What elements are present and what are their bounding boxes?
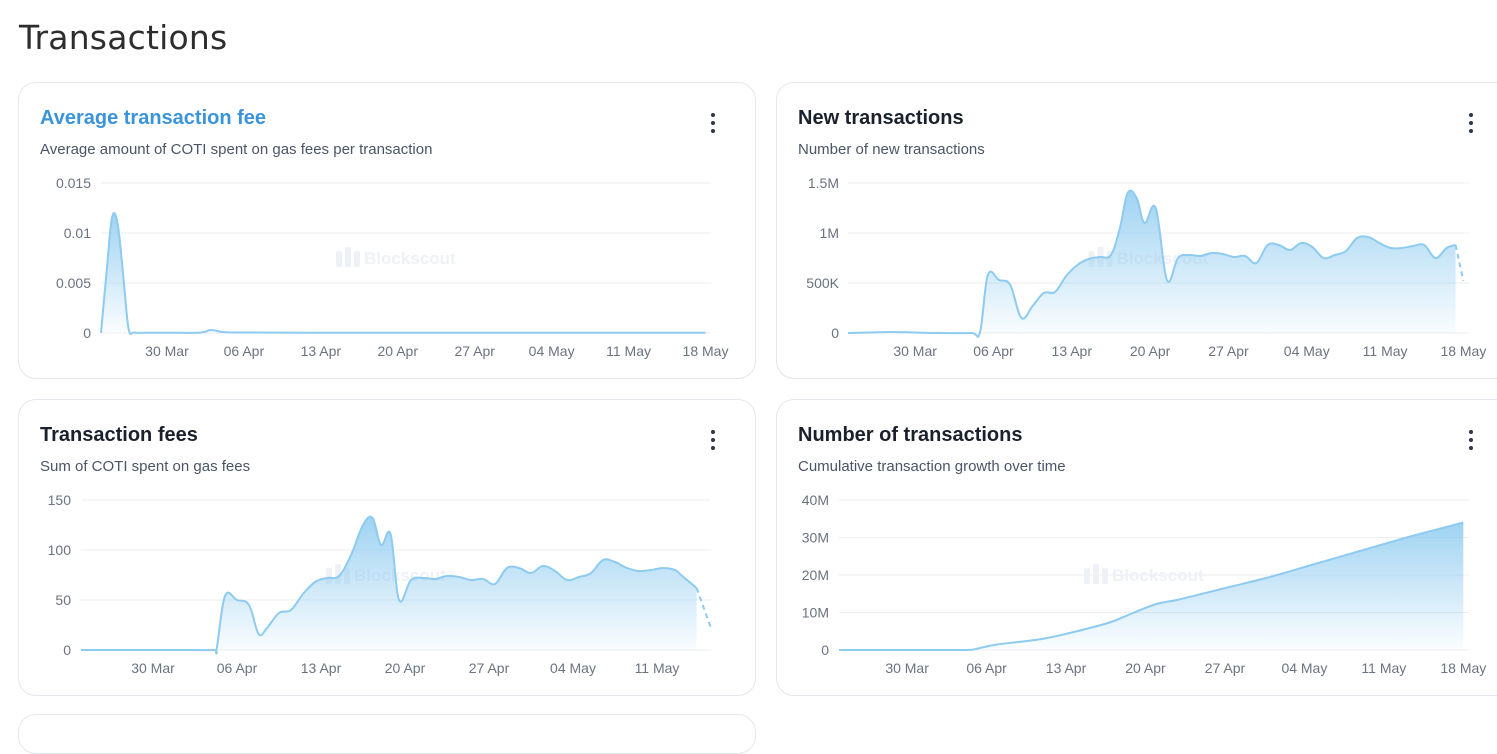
x-tick-label: 20 Apr: [385, 660, 426, 676]
y-tick-label: 20M: [802, 567, 829, 583]
x-tick-label: 20 Apr: [378, 343, 419, 359]
y-tick-label: 30M: [802, 530, 829, 546]
series-forecast-line: [695, 587, 712, 629]
chart-card-new-transactions[interactable]: New transactions Number of new transacti…: [776, 82, 1497, 379]
series-area: [81, 516, 697, 654]
y-tick-label: 0: [83, 325, 91, 341]
x-tick-label: 18 May: [1440, 660, 1486, 676]
blockscout-watermark: Blockscout: [1084, 564, 1204, 585]
blockscout-watermark: Blockscout: [336, 247, 456, 268]
x-tick-label: 06 Apr: [217, 660, 258, 676]
chart-subtitle: Sum of COTI spent on gas fees: [40, 458, 251, 475]
x-tick-label: 18 May: [683, 343, 729, 359]
series-line: [838, 521, 1464, 652]
chart-canvas: 0 10M 20M 30M 40M Blockscout 30 Mar 06 Apr 13 Ap…: [802, 492, 1487, 676]
x-tick-label: 11 May: [606, 343, 651, 359]
series-forecast-line: [1454, 244, 1465, 282]
x-tick-label: 27 Apr: [1205, 660, 1246, 676]
x-tick-label: 13 Apr: [1052, 343, 1093, 359]
y-tick-label: 150: [48, 492, 72, 508]
x-tick-label: 06 Apr: [224, 343, 265, 359]
x-tick-label: 20 Apr: [1130, 343, 1171, 359]
x-tick-label: 27 Apr: [469, 660, 510, 676]
x-tick-label: 30 Mar: [131, 660, 175, 676]
y-tick-label: 10M: [802, 605, 829, 621]
x-tick-label: 13 Apr: [301, 343, 342, 359]
x-tick-label: 11 May: [1363, 343, 1408, 359]
chart-card-number-of-transactions[interactable]: Number of transactions Cumulative transa…: [776, 399, 1497, 696]
series-line: [847, 189, 1456, 338]
series-area: [101, 213, 706, 335]
chart-card-partial: [18, 714, 756, 754]
x-tick-label: 30 Mar: [885, 660, 929, 676]
y-tick-label: 0: [63, 642, 71, 658]
watermark-text: Blockscout: [364, 249, 456, 268]
x-tick-label: 11 May: [635, 660, 680, 676]
x-tick-label: 04 May: [1284, 343, 1330, 359]
x-tick-label: 06 Apr: [973, 343, 1014, 359]
x-tick-label: 04 May: [1281, 660, 1327, 676]
chart-card-average-transaction-fee[interactable]: Average transaction fee Average amount o…: [18, 82, 756, 379]
series-area: [848, 190, 1456, 337]
x-tick-label: 06 Apr: [966, 660, 1007, 676]
x-tick-label: 27 Apr: [454, 343, 495, 359]
y-tick-label: 1M: [820, 225, 839, 241]
chart-title-link[interactable]: Average transaction fee: [40, 107, 267, 129]
x-tick-label: 13 Apr: [1046, 660, 1087, 676]
chart-subtitle: Average amount of COTI spent on gas fees…: [40, 141, 433, 158]
series-line: [100, 212, 706, 335]
x-tick-label: 20 Apr: [1125, 660, 1166, 676]
y-tick-label: 0: [831, 325, 839, 341]
y-tick-label: 500K: [806, 275, 839, 291]
x-tick-label: 30 Mar: [893, 343, 937, 359]
y-tick-label: 0.005: [56, 275, 91, 291]
more-vertical-icon[interactable]: [707, 111, 719, 135]
more-vertical-icon[interactable]: [707, 428, 719, 452]
y-tick-label: 1.5M: [808, 175, 839, 191]
y-tick-label: 0: [821, 642, 829, 658]
y-tick-label: 0.01: [64, 225, 91, 241]
watermark-text: Blockscout: [1112, 566, 1204, 585]
chart-subtitle: Cumulative transaction growth over time: [798, 458, 1066, 475]
chart-title: Number of transactions: [798, 424, 1023, 446]
x-tick-label: 30 Mar: [145, 343, 189, 359]
chart-title: New transactions: [798, 107, 964, 129]
series-line: [80, 515, 698, 655]
x-tick-label: 04 May: [529, 343, 575, 359]
chart-title: Transaction fees: [40, 424, 198, 446]
chart-card-transaction-fees[interactable]: Transaction fees Sum of COTI spent on ga…: [18, 399, 756, 696]
series-area: [839, 522, 1464, 651]
y-tick-label: 100: [48, 542, 72, 558]
chart-canvas: 0 0.005 0.01 0.015 Blockscout 30 Mar 06 Apr 13 …: [56, 175, 729, 359]
x-tick-label: 13 Apr: [301, 660, 342, 676]
more-vertical-icon[interactable]: [1465, 111, 1477, 135]
y-tick-label: 0.015: [56, 175, 91, 191]
y-tick-label: 40M: [802, 492, 829, 508]
chart-subtitle: Number of new transactions: [798, 141, 985, 158]
y-tick-label: 50: [55, 592, 71, 608]
x-tick-label: 18 May: [1440, 343, 1486, 359]
page-title: Transactions: [19, 18, 228, 57]
x-tick-label: 27 Apr: [1208, 343, 1249, 359]
x-tick-label: 04 May: [550, 660, 596, 676]
more-vertical-icon[interactable]: [1465, 428, 1477, 452]
x-tick-label: 11 May: [1361, 660, 1406, 676]
